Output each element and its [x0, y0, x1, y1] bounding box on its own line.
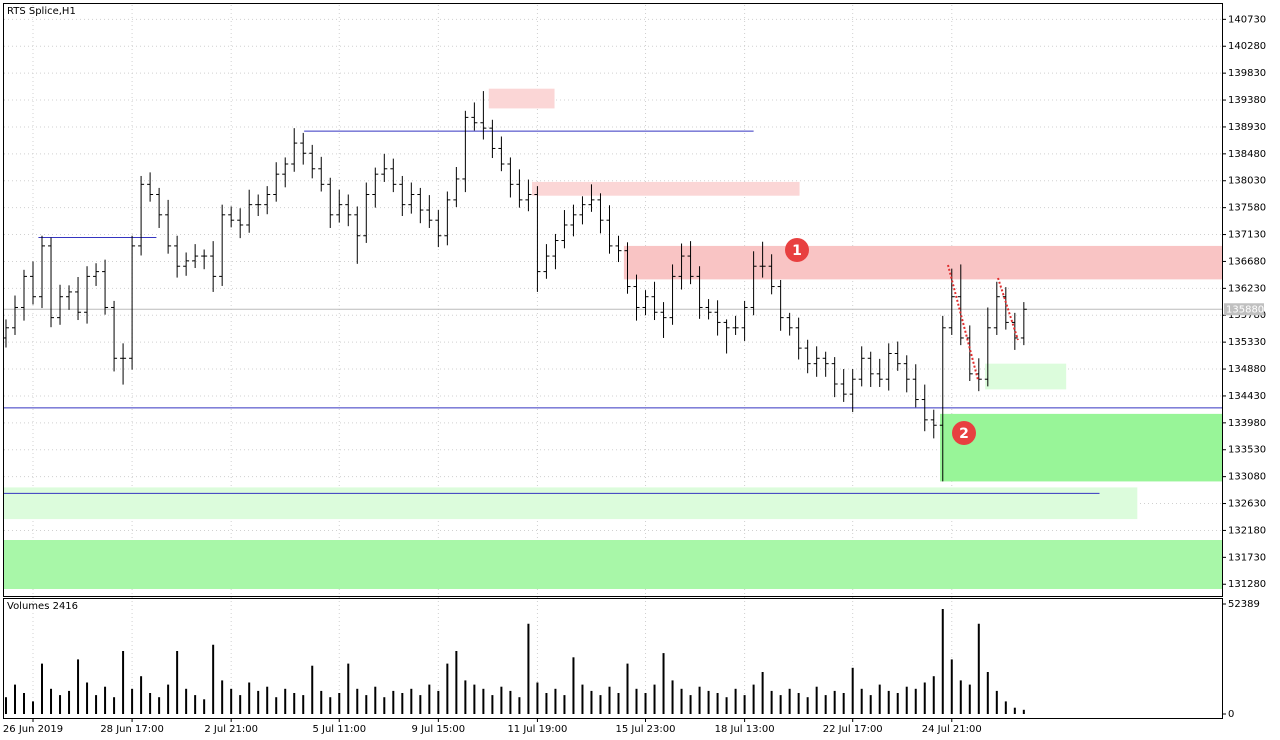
chart-title: RTS Splice,H1	[7, 6, 76, 17]
volume-frame	[3, 598, 1223, 719]
y-tick-label: 131280	[1228, 579, 1266, 590]
y-tick-label: 140280	[1228, 41, 1266, 52]
annotation-badge	[952, 421, 976, 445]
x-tick-label: 15 Jul 23:00	[616, 724, 676, 735]
y-tick-label: 0	[1228, 709, 1234, 720]
y-tick-label: 137580	[1228, 203, 1266, 214]
y-tick-label: 135330	[1228, 337, 1266, 348]
zone	[488, 88, 555, 109]
zone	[940, 413, 1222, 482]
price-panel	[2, 5, 1222, 714]
y-tick-label: 52389	[1228, 599, 1260, 610]
x-tick-label: 11 Jul 19:00	[507, 724, 567, 735]
y-tick-label: 133080	[1228, 472, 1266, 483]
y-tick-label: 136230	[1228, 283, 1266, 294]
x-tick-label: 28 Jun 17:00	[100, 724, 164, 735]
volume-title: Volumes 2416	[7, 601, 78, 612]
price-frame	[3, 3, 1223, 597]
y-tick-label: 140730	[1228, 14, 1266, 25]
zone	[985, 363, 1067, 390]
zone	[4, 540, 1222, 590]
y-tick-label: 138030	[1228, 176, 1266, 187]
y-tick-label: 138930	[1228, 122, 1266, 133]
x-tick-label: 9 Jul 15:00	[412, 724, 466, 735]
y-tick-label: 138480	[1228, 149, 1266, 160]
y-tick-label: 133530	[1228, 445, 1266, 456]
current-price-box	[1224, 303, 1264, 316]
y-tick-label: 139380	[1228, 95, 1266, 106]
y-tick-label: 132180	[1228, 525, 1266, 536]
x-tick-label: 2 Jul 21:00	[204, 724, 258, 735]
x-tick-label: 24 Jul 21:00	[922, 724, 982, 735]
x-tick-label: 5 Jul 11:00	[312, 724, 366, 735]
y-tick-label: 133980	[1228, 418, 1266, 429]
zone	[532, 181, 800, 196]
y-tick-label: 137130	[1228, 230, 1266, 241]
y-tick-label: 139830	[1228, 68, 1266, 79]
annotation-badge	[785, 238, 809, 262]
y-tick-label: 134430	[1228, 391, 1266, 402]
x-tick-label: 22 Jul 17:00	[823, 724, 883, 735]
volume-panel	[4, 609, 1025, 714]
y-tick-label: 134880	[1228, 364, 1266, 375]
annotation: 2	[959, 426, 969, 442]
current-price-label: 135880	[1226, 304, 1264, 315]
annotation: 1	[792, 243, 802, 259]
y-tick-label: 132630	[1228, 499, 1266, 510]
y-tick-label: 131730	[1228, 552, 1266, 563]
x-tick-label: 18 Jul 13:00	[715, 724, 775, 735]
zone	[4, 487, 1138, 520]
x-tick-label: 26 Jun 2019	[3, 724, 63, 735]
y-tick-label: 136680	[1228, 256, 1266, 267]
zone	[623, 245, 1222, 280]
arrow	[997, 277, 1019, 341]
y-tick-label: 135780	[1228, 310, 1266, 321]
